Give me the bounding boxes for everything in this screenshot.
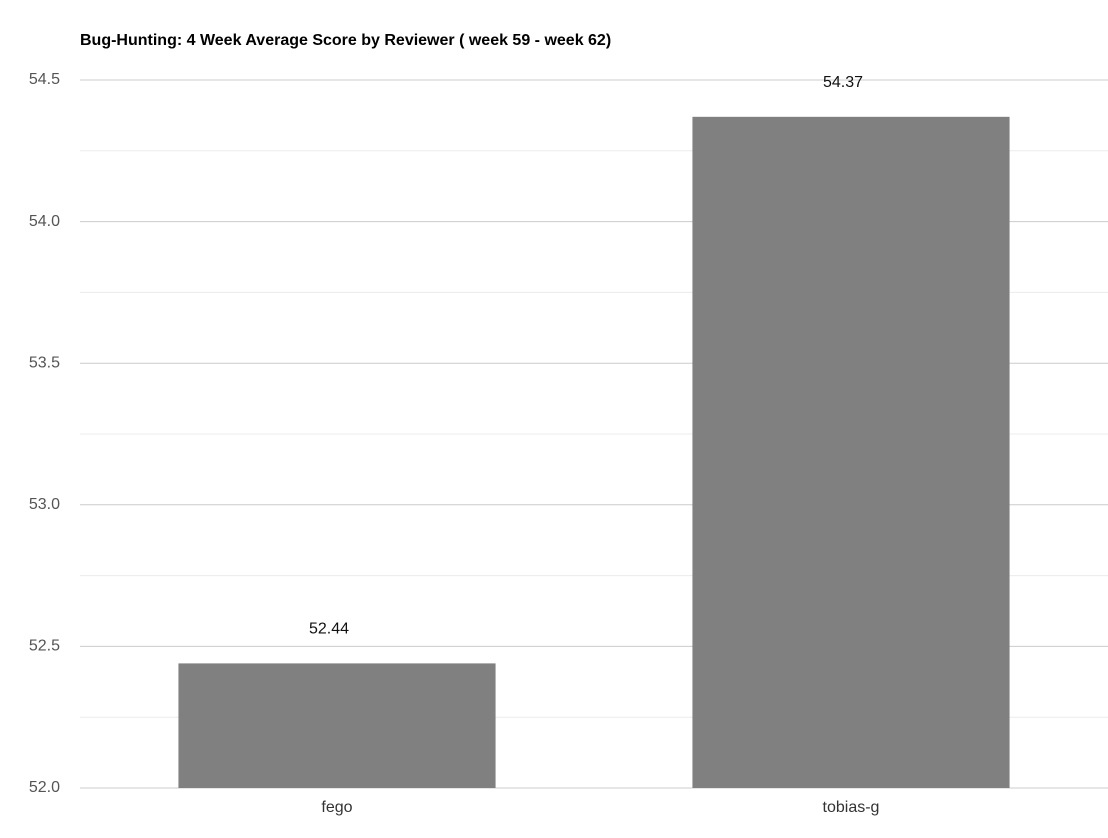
bar: [178, 663, 496, 788]
y-tick-label: 54.0: [29, 213, 60, 230]
y-tick-label: 53.5: [29, 354, 60, 371]
x-tick-label: fego: [321, 799, 352, 816]
y-tick-label: 54.5: [29, 71, 60, 88]
x-tick-label: tobias-g: [823, 799, 880, 816]
y-tick-label: 53.0: [29, 496, 60, 513]
chart-title: Bug-Hunting: 4 Week Average Score by Rev…: [80, 32, 611, 49]
y-tick-label: 52.5: [29, 638, 60, 655]
bar: [692, 116, 1010, 789]
value-label: 52.44: [309, 621, 349, 638]
value-label: 54.37: [823, 74, 863, 91]
y-tick-label: 52.0: [29, 779, 60, 796]
